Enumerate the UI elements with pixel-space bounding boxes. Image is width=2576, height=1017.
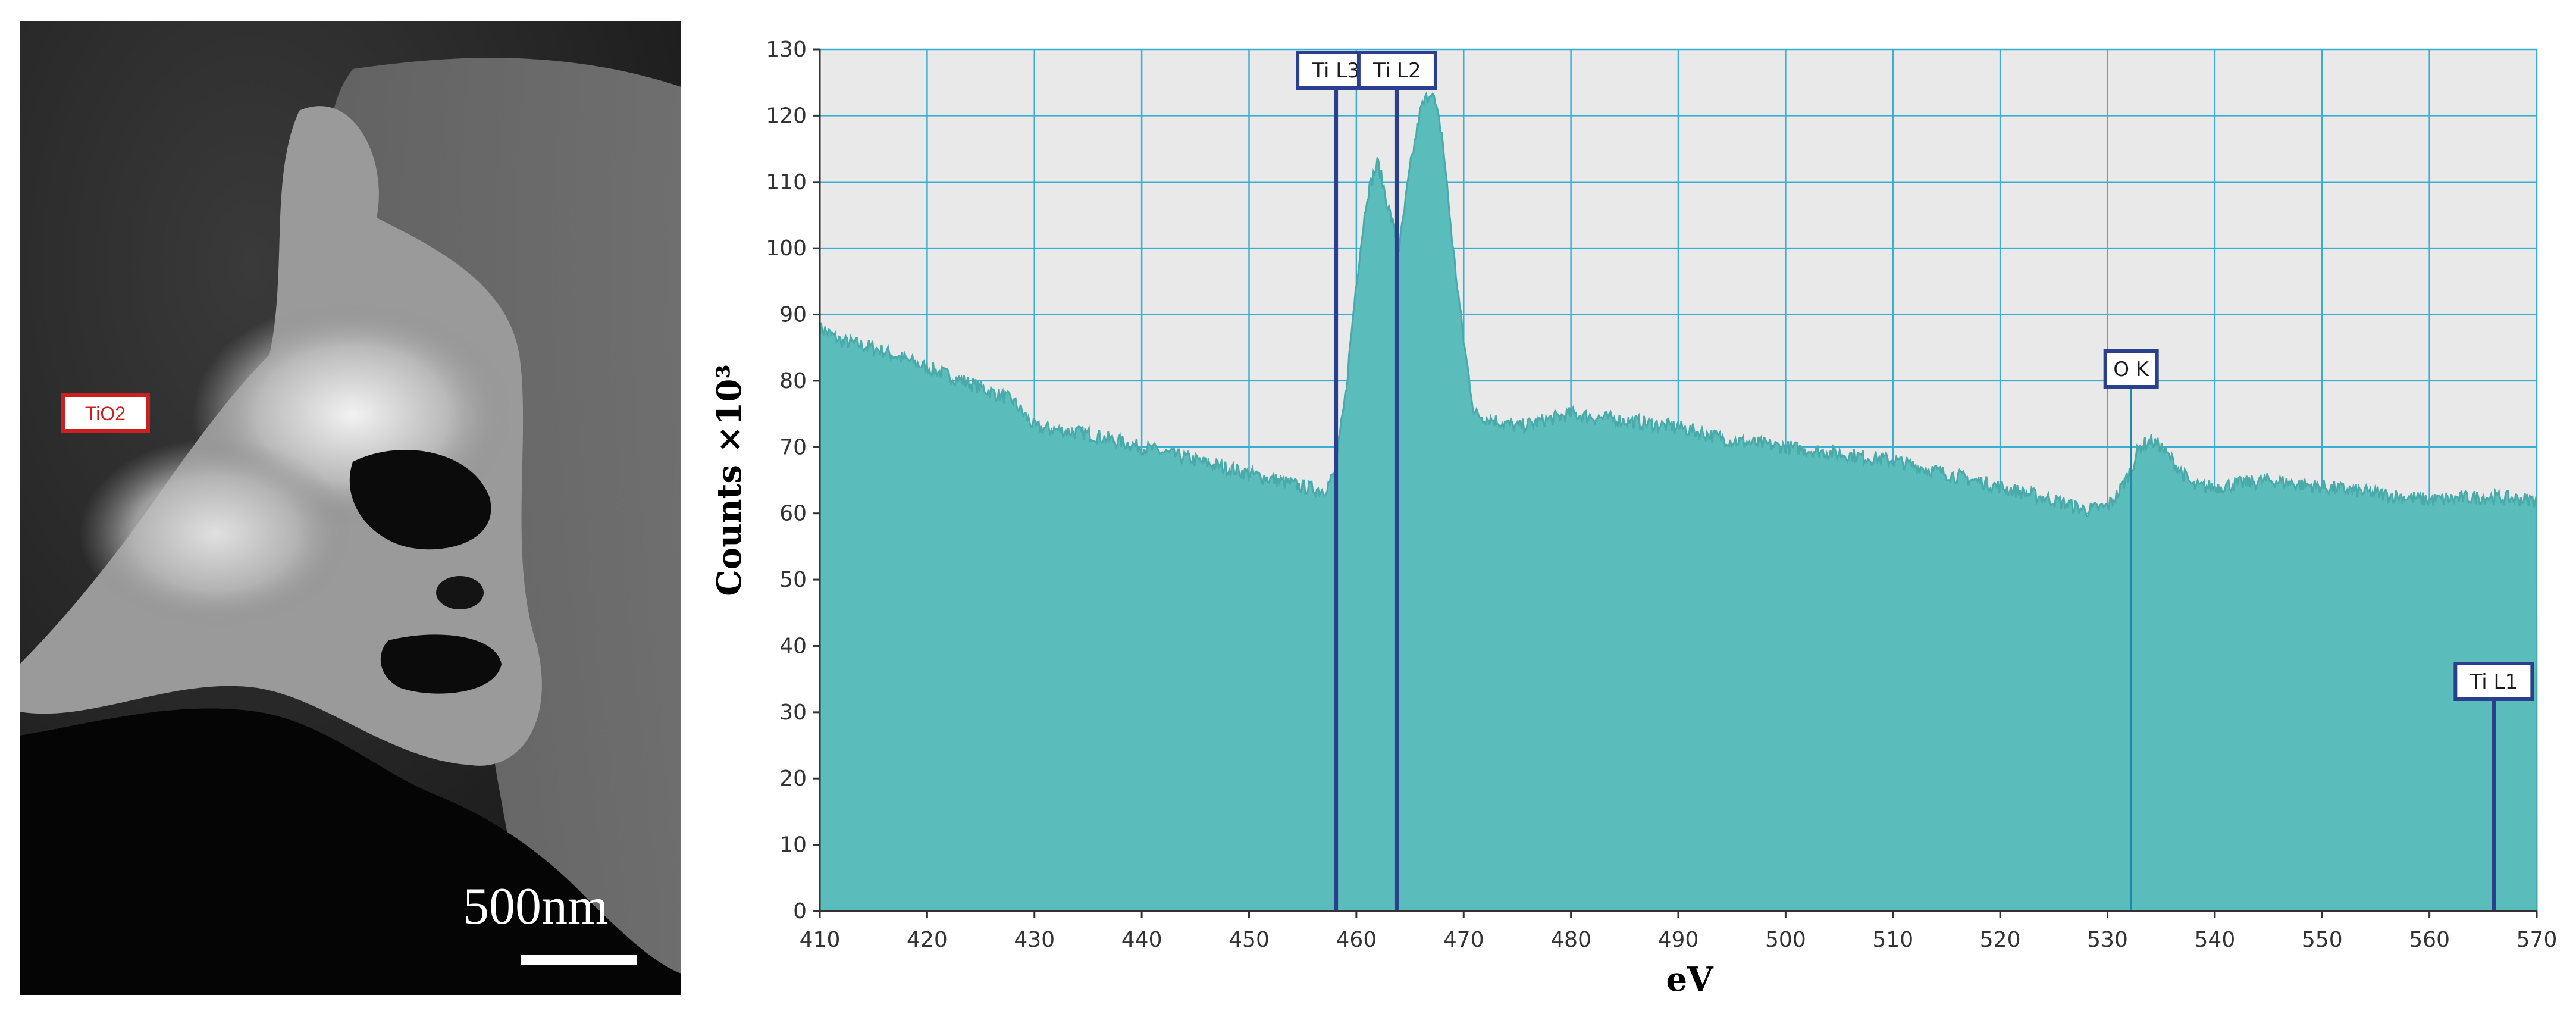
- y-tick-label: 130: [766, 37, 807, 62]
- y-tick-label: 10: [779, 833, 807, 858]
- scale-bar: [521, 955, 637, 965]
- x-tick-label: 470: [1443, 928, 1484, 952]
- y-tick-label: 120: [766, 104, 807, 128]
- x-tick-label: 480: [1550, 928, 1591, 952]
- edge-marker-box: [1356, 51, 1437, 90]
- y-tick-label: 90: [779, 303, 807, 327]
- edge-marker-label: Ti L3: [1311, 59, 1360, 83]
- x-tick-label: 490: [1658, 928, 1699, 952]
- x-tick-label: 500: [1765, 928, 1806, 952]
- pore: [436, 576, 484, 609]
- y-tick-label: 20: [779, 766, 807, 791]
- y-axis-title: Counts ×10³: [710, 364, 749, 596]
- x-tick-label: 460: [1336, 928, 1377, 952]
- pore: [349, 450, 491, 550]
- x-tick-label: 430: [1014, 928, 1055, 952]
- x-tick-label: 410: [800, 928, 841, 952]
- stem-micrograph: TiO2 500nm: [20, 21, 681, 995]
- x-tick-label: 440: [1121, 928, 1162, 952]
- series-spectrum-area: [819, 90, 2538, 912]
- y-tick-label: 70: [779, 435, 807, 459]
- y-tick-label: 40: [779, 634, 807, 658]
- tio2-label-box: [61, 393, 150, 433]
- y-tick-label: 60: [779, 502, 807, 526]
- edge-marker-label: Ti L2: [1372, 59, 1421, 83]
- x-tick-label: 560: [2409, 928, 2450, 952]
- edge-marker-label: O K: [2113, 358, 2150, 381]
- edge-markers: Ti L3 Ti L2 O K Ti L1: [1296, 51, 2534, 911]
- vacuum-region: [20, 708, 681, 995]
- x-tick-label: 530: [2087, 928, 2128, 952]
- x-tick-label: 570: [2517, 928, 2558, 952]
- y-tick-label: 80: [779, 369, 807, 393]
- y-tick-label: 100: [766, 236, 807, 261]
- x-tick-label: 510: [1872, 928, 1913, 952]
- x-tick-label: 520: [1980, 928, 2021, 952]
- pore: [380, 634, 502, 694]
- bright-tio2-cluster: [79, 438, 353, 628]
- y-tick-label: 110: [766, 170, 807, 195]
- y-tick-label: 50: [779, 568, 807, 592]
- edge-marker-label: Ti L1: [2470, 670, 2518, 694]
- axis-ticks: 410 420 430 440 450 460 470 480 490 500 510 520 530 5…: [766, 37, 2557, 952]
- x-tick-label: 540: [2195, 928, 2236, 952]
- x-axis-title: eV: [1666, 960, 1714, 999]
- y-tick-label: 0: [793, 899, 807, 924]
- edge-marker-box: [2453, 662, 2534, 701]
- y-tick-label: 30: [779, 700, 807, 725]
- x-tick-label: 420: [907, 928, 948, 952]
- edge-marker-box: [2103, 349, 2159, 389]
- x-tick-label: 550: [2302, 928, 2343, 952]
- x-tick-label: 450: [1229, 928, 1270, 952]
- tio2-label: TiO2: [85, 403, 126, 424]
- scale-bar-label: 500nm: [463, 878, 608, 935]
